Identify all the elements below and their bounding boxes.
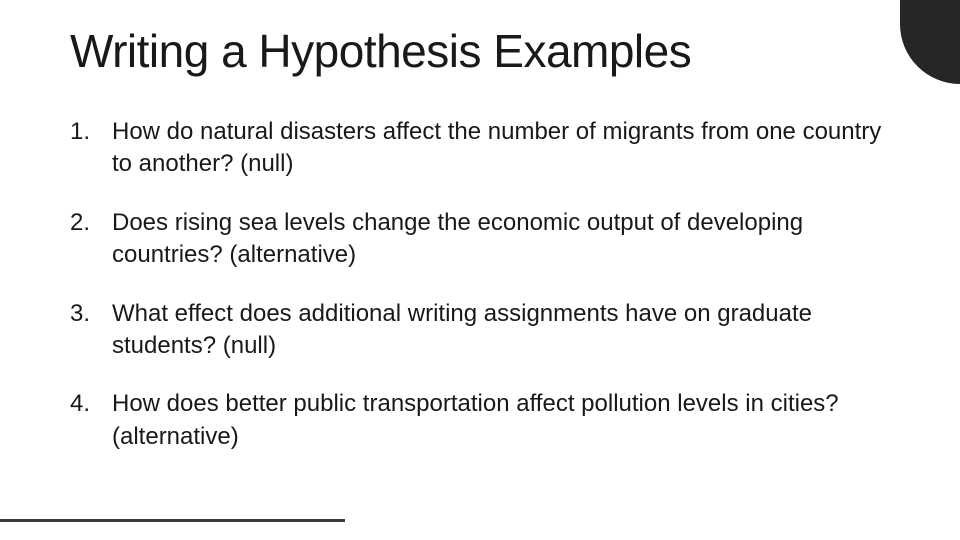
list-item: Does rising sea levels change the econom… (70, 207, 890, 272)
slide: Writing a Hypothesis Examples How do nat… (0, 0, 960, 540)
bottom-rule-accent (0, 519, 345, 522)
list-item: How do natural disasters affect the numb… (70, 116, 890, 181)
list-item: How does better public transportation af… (70, 388, 890, 453)
slide-title: Writing a Hypothesis Examples (70, 24, 890, 78)
list-item: What effect does additional writing assi… (70, 298, 890, 363)
example-list: How do natural disasters affect the numb… (70, 116, 890, 453)
corner-accent-shape (900, 0, 960, 84)
